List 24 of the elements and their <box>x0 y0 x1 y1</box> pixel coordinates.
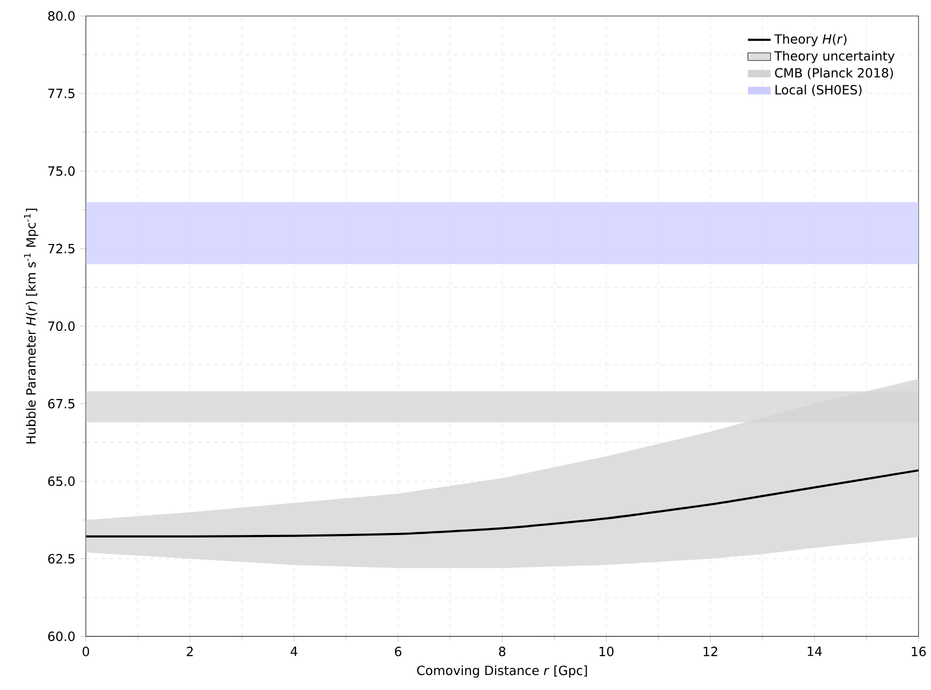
x-tick-label: 8 <box>499 646 506 656</box>
x-tick-label: 16 <box>912 646 926 656</box>
x-tick-label: 2 <box>186 646 193 656</box>
legend-label: Local (SH0ES) <box>776 84 862 96</box>
text: Hubble Parameter H(r) [km s$^{-1}$ Mpc$^{-1}$] <box>24 208 38 444</box>
x-tick-label: 14 <box>808 646 822 656</box>
x-tick-label: 10 <box>600 646 614 656</box>
x-tick-label: 4 <box>290 646 298 656</box>
y-tick-label: 75.0 <box>48 166 75 176</box>
y-tick-label: 65.0 <box>48 476 75 486</box>
legend-label: Theory H(r) <box>774 34 846 46</box>
x-tick-label: 0 <box>82 646 90 656</box>
y-tick-label: 60.0 <box>48 631 75 641</box>
y-tick-label: 67.5 <box>48 398 74 408</box>
y-tick-label: 70.0 <box>48 321 75 331</box>
annotation: Theory uncertainty <box>774 50 895 64</box>
x-axis-title: Comoving Distance r [Gpc] <box>417 665 587 678</box>
y-tick-label: 72.5 <box>48 244 74 254</box>
y-tick-label: 80.0 <box>48 11 75 21</box>
legend-label: CMB (Planck 2018) <box>775 68 893 79</box>
y-tick-label: 62.5 <box>48 554 74 564</box>
y-tick-label: 77.5 <box>48 88 74 98</box>
x-tick-label: 6 <box>394 646 402 656</box>
x-tick-label: 12 <box>704 646 718 656</box>
